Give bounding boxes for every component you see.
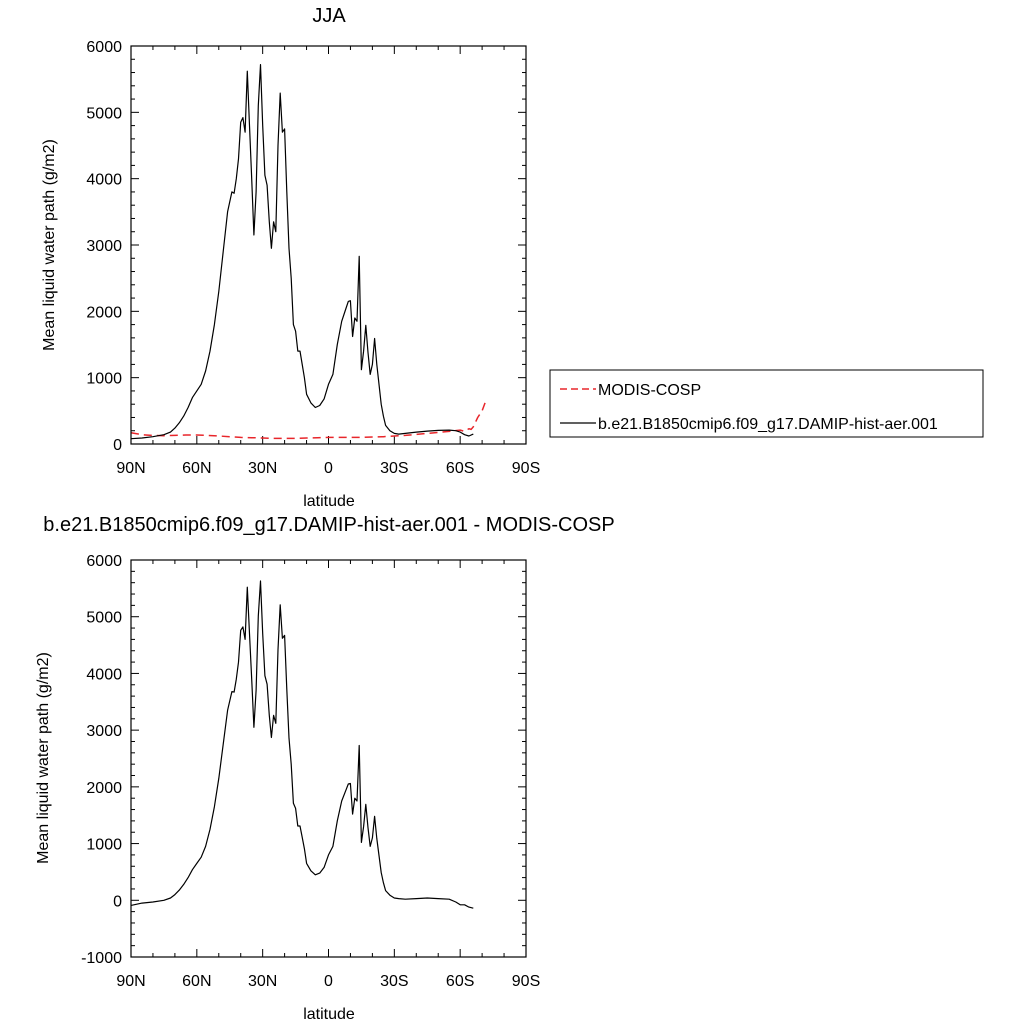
bottom-panel-title: b.e21.B1850cmip6.f09_g17.DAMIP-hist-aer.… <box>43 514 614 536</box>
legend: MODIS-COSP b.e21.B1850cmip6.f09_g17.DAMI… <box>549 369 984 438</box>
legend-label-model: b.e21.B1850cmip6.f09_g17.DAMIP-hist-aer.… <box>598 416 938 433</box>
top-xtick-label: 60S <box>446 460 474 477</box>
top-ytick-label: 4000 <box>86 172 122 189</box>
bottom-xtick-label: 30S <box>380 973 408 990</box>
top-xtick-label: 0 <box>324 460 333 477</box>
top-panel-marks: 90N 60N 30N 0 30S 60S 90S 0 1000 2000 3000 4000 5000… <box>86 39 540 477</box>
bottom-xtick-label: 0 <box>324 973 333 990</box>
top-xtick-label: 60N <box>182 460 211 477</box>
bottom-ytick-label: 6000 <box>86 553 122 570</box>
top-panel: JJA 90N 60N 30N 0 30S 60S 90S 0 1000 2000 3000 4000… <box>41 5 540 510</box>
bottom-series-difference <box>130 580 474 909</box>
bottom-panel-frame <box>130 559 527 958</box>
top-ytick-label: 1000 <box>86 371 122 388</box>
bottom-ytick-label: 1000 <box>86 837 122 854</box>
top-ytick-label: 3000 <box>86 238 122 255</box>
bottom-xtick-label: 60S <box>446 973 474 990</box>
bottom-panel-xlabel: latitude <box>303 1006 355 1023</box>
legend-box <box>549 369 984 438</box>
top-panel-frame <box>130 45 527 445</box>
bottom-ytick-label: -1000 <box>81 950 122 967</box>
top-ytick-label: 6000 <box>86 39 122 56</box>
bottom-ytick-label: 5000 <box>86 610 122 627</box>
bottom-ytick-label: 2000 <box>86 780 122 797</box>
top-xtick-label: 90N <box>116 460 145 477</box>
top-xtick-label: 30S <box>380 460 408 477</box>
bottom-panel: b.e21.B1850cmip6.f09_g17.DAMIP-hist-aer.… <box>35 514 615 1023</box>
top-ytick-label: 0 <box>113 437 122 454</box>
bottom-xtick-label: 30N <box>248 973 277 990</box>
bottom-ytick-label: 4000 <box>86 666 122 683</box>
top-panel-xlabel: latitude <box>303 493 355 510</box>
top-series-model <box>130 63 474 440</box>
legend-label-modis: MODIS-COSP <box>598 382 701 399</box>
top-ytick-label: 2000 <box>86 304 122 321</box>
top-xtick-label: 90S <box>512 460 540 477</box>
top-panel-title: JJA <box>312 5 346 27</box>
bottom-xtick-label: 90S <box>512 973 540 990</box>
bottom-panel-ylabel: Mean liquid water path (g/m2) <box>35 652 52 864</box>
bottom-panel-marks: 90N 60N 30N 0 30S 60S 90S -1000 0 1000 2000 3000 400… <box>81 553 540 990</box>
bottom-ytick-label: 0 <box>113 893 122 910</box>
bottom-xtick-label: 60N <box>182 973 211 990</box>
top-ytick-label: 5000 <box>86 105 122 122</box>
bottom-ytick-label: 3000 <box>86 723 122 740</box>
bottom-xtick-label: 90N <box>116 973 145 990</box>
top-xtick-label: 30N <box>248 460 277 477</box>
top-series-modis-cosp <box>130 398 488 440</box>
top-panel-ylabel: Mean liquid water path (g/m2) <box>41 139 58 351</box>
